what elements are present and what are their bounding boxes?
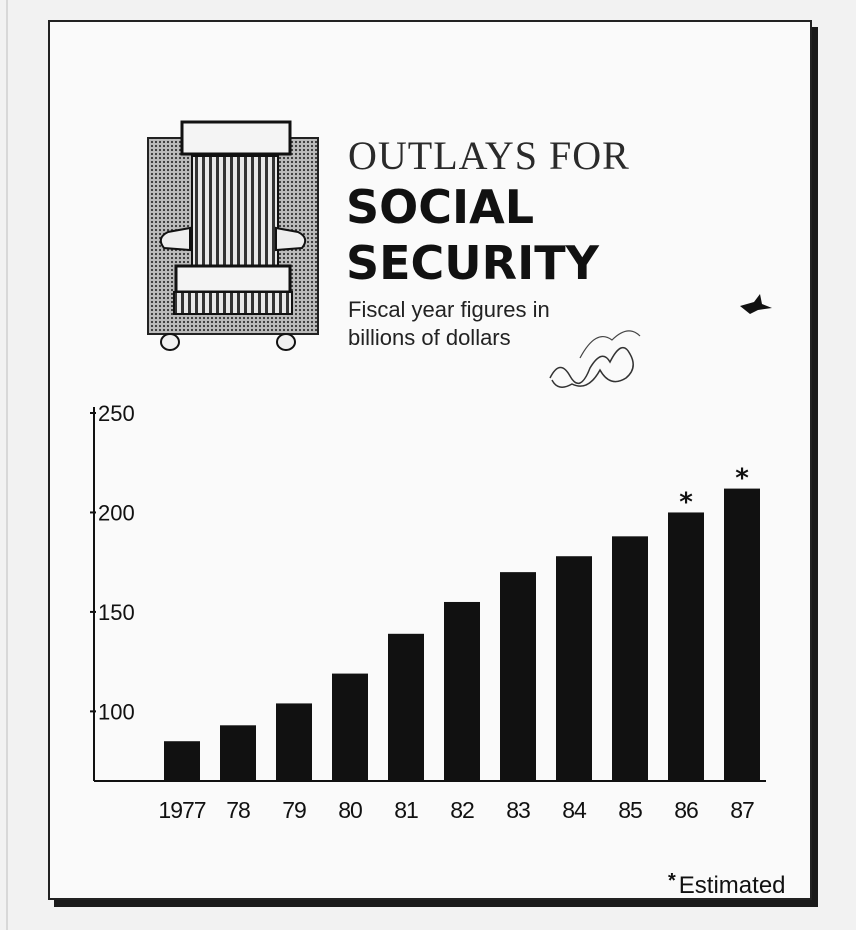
footnote-marker: * — [668, 870, 676, 892]
subtitle-line-1: Fiscal year figures in — [348, 297, 550, 322]
bar — [388, 633, 424, 781]
page-edge — [6, 0, 8, 930]
chart-footnote: * Estimated — [668, 870, 786, 900]
bar — [220, 725, 256, 781]
bar — [276, 703, 312, 781]
bar — [724, 488, 760, 781]
x-tick-label: 83 — [506, 797, 530, 823]
bar — [556, 556, 592, 781]
x-tick-label: 79 — [282, 797, 306, 823]
chart-title-emphasis: SOCIAL SECURITY — [346, 179, 806, 291]
x-tick-label: 80 — [338, 797, 362, 823]
x-tick-label: 86 — [674, 797, 698, 823]
x-tick-label: 87 — [730, 797, 754, 823]
bar — [668, 512, 704, 781]
bar — [444, 601, 480, 781]
chart-title: OUTLAYS FOR — [348, 133, 630, 178]
estimated-marker: * — [679, 487, 693, 517]
x-tick-label: 82 — [450, 797, 474, 823]
y-tick-label: 250 — [98, 401, 135, 426]
title-line-security: SECURITY — [346, 236, 599, 290]
chart-subtitle: Fiscal year figures in billions of dolla… — [348, 296, 678, 352]
x-tick-label: 84 — [562, 797, 587, 823]
x-tick-label: 81 — [394, 797, 418, 823]
armchair-icon — [147, 120, 319, 351]
x-tick-label: 78 — [226, 797, 250, 823]
chart-frame: OUTLAYS FOR SOCIAL SECURITY Fiscal year … — [48, 20, 812, 900]
bar — [164, 741, 200, 781]
estimated-marker: * — [735, 464, 749, 494]
x-tick-label: 1977 — [158, 797, 205, 823]
footnote-text: Estimated — [678, 872, 786, 899]
y-tick-label: 150 — [98, 600, 135, 625]
scribble-mark — [549, 330, 641, 388]
y-tick-label: 100 — [98, 699, 135, 724]
bar-chart: 100 150 200 250 1977 78 79 80 81 82 83 84 85 86 * 87 * — [90, 401, 766, 823]
y-tick-label: 200 — [98, 500, 135, 525]
bird-mark — [740, 294, 772, 314]
bar — [332, 673, 368, 781]
subtitle-line-2: billions of dollars — [348, 325, 511, 350]
bar — [500, 572, 536, 781]
bar — [612, 536, 648, 781]
x-tick-label: 85 — [618, 797, 642, 823]
title-line-social: SOCIAL — [346, 180, 535, 234]
